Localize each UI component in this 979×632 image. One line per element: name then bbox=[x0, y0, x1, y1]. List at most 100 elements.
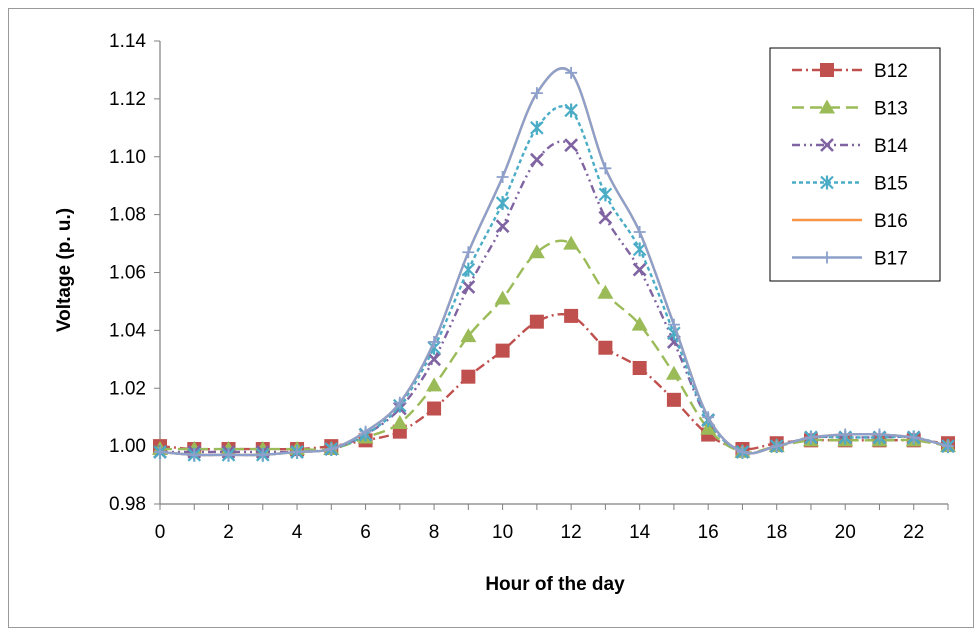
ticks-layer: 0.98 1.00 1.02 1.04 1.06 1.08 1.10 1.12 1.14 0 2 4 6… bbox=[109, 31, 949, 543]
series-layer bbox=[152, 66, 956, 462]
y-tick-label: 1.02 bbox=[109, 378, 146, 399]
legend-item-b16: B16 bbox=[792, 211, 908, 232]
legend-label: B13 bbox=[874, 99, 908, 120]
legend-label: B16 bbox=[874, 211, 908, 232]
legend: B12 B13 B14 B15 B16 B17 bbox=[769, 47, 941, 282]
plus-marker bbox=[496, 171, 509, 184]
legend-item-b17: B17 bbox=[792, 249, 908, 270]
x-marker bbox=[461, 280, 476, 294]
x-tick-label: 6 bbox=[360, 522, 371, 543]
asterisk-marker bbox=[598, 187, 613, 202]
square-marker bbox=[461, 369, 476, 384]
plus-marker bbox=[873, 428, 886, 441]
plus-marker bbox=[804, 431, 817, 444]
plus-marker bbox=[702, 411, 715, 424]
square-marker bbox=[427, 401, 442, 416]
triangle-marker bbox=[426, 377, 443, 392]
x-marker bbox=[564, 138, 579, 153]
asterisk-marker bbox=[530, 120, 544, 135]
x-marker bbox=[529, 152, 544, 167]
y-tick-label: 1.04 bbox=[109, 320, 146, 341]
x-marker bbox=[495, 219, 510, 234]
plus-marker bbox=[907, 431, 920, 444]
triangle-marker bbox=[460, 328, 477, 343]
legend-box bbox=[769, 47, 941, 282]
legend-item-b14: B14 bbox=[792, 136, 908, 157]
legend-item-b13: B13 bbox=[792, 99, 908, 120]
x-tick-label: 0 bbox=[155, 522, 166, 543]
x-tick-label: 14 bbox=[629, 522, 651, 543]
plus-marker bbox=[770, 440, 783, 453]
series-line-b12 bbox=[159, 312, 949, 451]
legend-label: B12 bbox=[874, 61, 908, 82]
legend-asterisk-marker bbox=[820, 175, 834, 190]
x-axis-title: Hour of the day bbox=[485, 574, 625, 595]
y-axis-title: Voltage (p. u.) bbox=[54, 208, 75, 332]
plus-marker bbox=[428, 335, 441, 348]
triangle-marker bbox=[700, 420, 717, 435]
x-tick-label: 2 bbox=[223, 522, 234, 543]
plus-marker bbox=[565, 66, 578, 79]
legend-triangle-marker bbox=[819, 99, 835, 114]
plus-marker bbox=[325, 443, 338, 456]
y-tick-label: 1.12 bbox=[109, 89, 146, 110]
x-tick-label: 8 bbox=[429, 522, 440, 543]
legend-label: B17 bbox=[874, 249, 908, 270]
plus-marker bbox=[942, 440, 954, 453]
plus-marker bbox=[667, 318, 680, 331]
x-tick-label: 10 bbox=[492, 522, 513, 543]
legend-item-b12: B12 bbox=[792, 61, 908, 82]
plus-marker bbox=[736, 445, 749, 458]
y-tick-label: 1.08 bbox=[109, 205, 146, 226]
plus-marker bbox=[839, 428, 852, 441]
asterisk-marker bbox=[495, 196, 510, 211]
triangle-marker bbox=[665, 365, 682, 380]
y-tick-label: 0.98 bbox=[109, 494, 146, 515]
y-tick-label: 1.00 bbox=[109, 436, 146, 457]
x-tick-label: 22 bbox=[903, 522, 924, 543]
x-tick-label: 16 bbox=[698, 522, 719, 543]
y-tick-label: 1.14 bbox=[109, 31, 146, 52]
triangle-marker bbox=[528, 244, 545, 259]
asterisk-marker bbox=[632, 242, 647, 257]
square-marker bbox=[666, 392, 681, 407]
legend-item-b15: B15 bbox=[792, 174, 908, 195]
square-marker bbox=[598, 340, 613, 355]
plus-marker bbox=[462, 246, 475, 259]
asterisk-marker bbox=[564, 103, 578, 118]
triangle-marker bbox=[631, 316, 648, 331]
square-marker bbox=[529, 314, 544, 329]
plus-marker bbox=[359, 425, 372, 438]
plus-marker bbox=[256, 448, 269, 461]
legend-square-marker bbox=[820, 63, 834, 77]
square-marker bbox=[495, 343, 510, 358]
x-tick-label: 18 bbox=[766, 522, 787, 543]
plus-marker bbox=[222, 448, 235, 461]
plus-marker bbox=[530, 87, 543, 100]
triangle-marker bbox=[391, 414, 408, 429]
plus-marker bbox=[393, 396, 406, 409]
square-marker bbox=[632, 360, 647, 375]
series-b17 bbox=[154, 66, 954, 461]
triangle-marker bbox=[563, 235, 580, 250]
x-tick-label: 4 bbox=[292, 522, 303, 543]
triangle-marker bbox=[494, 290, 511, 305]
x-marker bbox=[598, 210, 613, 225]
plus-marker bbox=[188, 448, 201, 461]
plus-marker bbox=[633, 225, 646, 238]
square-marker bbox=[564, 308, 579, 323]
series-line-b14 bbox=[159, 140, 949, 455]
y-tick-label: 1.10 bbox=[109, 147, 146, 168]
plus-marker bbox=[154, 445, 166, 458]
x-tick-label: 20 bbox=[835, 522, 856, 543]
x-tick-label: 12 bbox=[561, 522, 582, 543]
x-marker bbox=[632, 262, 647, 277]
triangle-marker bbox=[597, 284, 614, 299]
plus-marker bbox=[599, 162, 612, 175]
legend-x-marker bbox=[820, 138, 834, 152]
legend-label: B15 bbox=[874, 174, 908, 195]
legend-label: B14 bbox=[874, 136, 908, 157]
plus-marker bbox=[291, 445, 304, 458]
x-marker bbox=[427, 352, 442, 367]
